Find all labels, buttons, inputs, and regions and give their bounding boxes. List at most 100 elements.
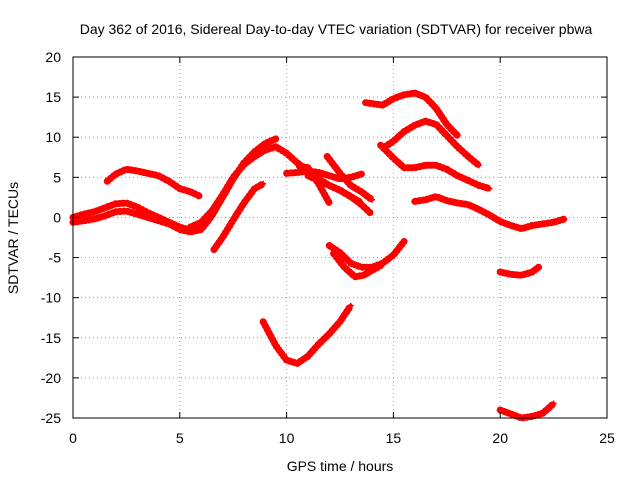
data-point	[91, 208, 98, 215]
series-arc-3	[103, 165, 203, 200]
data-point	[230, 174, 237, 181]
data-point	[208, 208, 215, 215]
data-point	[262, 147, 269, 154]
series-line-texture	[325, 238, 408, 271]
data-point	[347, 260, 354, 267]
data-point	[326, 330, 333, 337]
data-point	[443, 121, 450, 128]
data-point	[341, 264, 348, 271]
data-point	[529, 268, 536, 275]
data-point	[91, 216, 98, 223]
data-point	[304, 164, 311, 171]
data-point	[411, 90, 418, 97]
data-point	[535, 264, 542, 271]
data-point	[166, 178, 173, 185]
x-tick-label: 0	[69, 430, 77, 446]
data-point	[433, 105, 440, 112]
series-line-texture	[103, 165, 203, 200]
series-arc-14	[381, 117, 483, 169]
series-arc-12	[259, 302, 355, 367]
data-point	[304, 172, 311, 179]
data-point	[347, 182, 354, 189]
data-point	[401, 128, 408, 135]
data-point	[497, 406, 504, 413]
data-point	[422, 118, 429, 125]
data-point	[112, 171, 119, 178]
data-point	[390, 95, 397, 102]
data-point	[443, 132, 450, 139]
data-point	[104, 178, 111, 185]
x-tick-label: 25	[599, 430, 615, 446]
data-point	[251, 185, 258, 192]
data-point	[390, 155, 397, 162]
data-point	[475, 182, 482, 189]
data-point	[401, 164, 408, 171]
x-tick-label: 10	[279, 430, 295, 446]
data-point	[315, 169, 322, 176]
data-point	[112, 208, 119, 215]
data-point	[219, 191, 226, 198]
data-point	[433, 121, 440, 128]
data-point	[358, 264, 365, 271]
data-point	[518, 225, 525, 232]
data-point	[80, 217, 87, 224]
data-point	[102, 204, 109, 211]
data-point	[304, 353, 311, 360]
data-point	[411, 122, 418, 129]
x-axis-label: GPS time / hours	[287, 458, 394, 474]
chart-title: Day 362 of 2016, Sidereal Day-to-day VTE…	[80, 21, 593, 37]
data-point	[198, 226, 205, 233]
series-line-texture	[210, 180, 267, 253]
series-arc-17	[496, 263, 543, 279]
data-point	[360, 272, 367, 279]
data-point	[196, 192, 203, 199]
series-arc-9	[304, 172, 374, 217]
series-layer	[69, 89, 568, 422]
data-point	[315, 177, 322, 184]
data-point	[240, 200, 247, 207]
data-point	[539, 410, 546, 417]
data-point	[454, 200, 461, 207]
data-point	[187, 224, 194, 231]
data-point	[401, 238, 408, 245]
series-arc-8	[323, 153, 376, 204]
data-point	[422, 94, 429, 101]
data-point	[260, 180, 267, 187]
data-point	[454, 132, 461, 139]
plot-frame	[72, 56, 608, 419]
series-arc-16	[411, 193, 568, 233]
data-point	[486, 185, 493, 192]
data-point	[358, 201, 365, 208]
data-point	[422, 162, 429, 169]
data-point	[465, 153, 472, 160]
data-point	[337, 318, 343, 325]
data-point	[347, 174, 354, 181]
y-tick-label: -15	[41, 330, 61, 346]
data-point	[102, 212, 109, 219]
data-point	[433, 162, 440, 169]
data-point	[550, 400, 557, 407]
data-point	[187, 188, 194, 195]
x-tick-label: 5	[176, 430, 184, 446]
data-point	[155, 172, 162, 179]
data-point	[377, 142, 384, 149]
series-arc-13	[362, 89, 461, 140]
data-point	[411, 164, 418, 171]
data-point	[134, 167, 141, 174]
data-point	[465, 177, 472, 184]
data-point	[260, 318, 267, 325]
y-tick-label: 0	[53, 209, 61, 225]
data-point	[176, 226, 183, 233]
data-point	[529, 222, 536, 229]
data-point	[337, 170, 343, 177]
data-point	[443, 197, 450, 204]
axis-ticks	[72, 56, 608, 419]
y-tick-label: -5	[49, 250, 62, 266]
data-point	[326, 172, 333, 179]
data-point	[433, 193, 440, 200]
data-point	[262, 140, 269, 147]
data-point	[475, 162, 482, 169]
data-point	[454, 143, 461, 150]
